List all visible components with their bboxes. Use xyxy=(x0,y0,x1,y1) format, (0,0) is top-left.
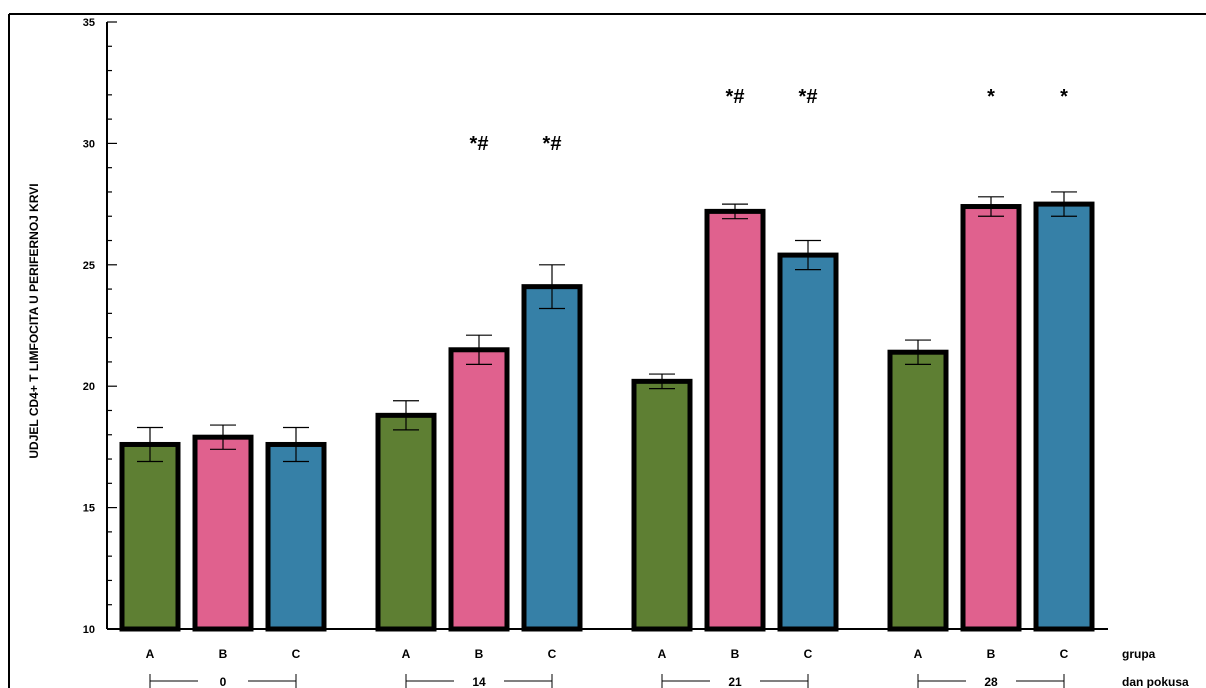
group-row-label: dan pokusa xyxy=(1122,675,1189,688)
category-label: A xyxy=(914,647,923,661)
bar xyxy=(521,284,583,632)
bar xyxy=(887,349,949,632)
category-label: C xyxy=(548,647,557,661)
bar xyxy=(265,441,327,632)
significance-marker: *# xyxy=(470,133,489,155)
category-label: C xyxy=(292,647,301,661)
bar xyxy=(704,208,766,632)
bar xyxy=(960,204,1022,632)
significance-marker: * xyxy=(987,86,995,108)
y-axis-label: UDJEL CD4+ T LIMFOCITA U PERIFERNOJ KRVI xyxy=(27,183,41,458)
bar xyxy=(777,252,839,632)
category-label: B xyxy=(731,647,740,661)
group-label: 28 xyxy=(984,675,998,688)
significance-marker: *# xyxy=(799,86,818,108)
significance-marker: *# xyxy=(726,86,745,108)
y-tick-label: 15 xyxy=(83,503,95,515)
y-tick-label: 25 xyxy=(83,260,95,272)
bar xyxy=(631,378,693,632)
category-label: B xyxy=(987,647,996,661)
y-tick-label: 10 xyxy=(83,624,95,636)
category-label: C xyxy=(1060,647,1069,661)
category-row-label: grupa xyxy=(1122,647,1156,661)
bar xyxy=(448,347,510,632)
category-label: B xyxy=(219,647,228,661)
bar xyxy=(192,434,254,632)
bar xyxy=(119,441,181,632)
category-label: A xyxy=(402,647,411,661)
category-label: C xyxy=(804,647,813,661)
bar xyxy=(375,412,437,632)
category-label: A xyxy=(146,647,155,661)
y-tick-label: 20 xyxy=(83,381,95,393)
y-tick-label: 35 xyxy=(83,17,95,29)
significance-marker: * xyxy=(1060,86,1068,108)
category-label: A xyxy=(658,647,667,661)
y-axis: 10 15 20 25 30 35 xyxy=(83,17,117,636)
group-label: 21 xyxy=(728,675,742,688)
bar xyxy=(1033,201,1095,632)
group-label: 14 xyxy=(472,675,486,688)
y-tick-label: 30 xyxy=(83,138,95,150)
category-label: B xyxy=(475,647,484,661)
x-axis: A B C 0 A B C 14 A B C 21 A B C 28 xyxy=(107,628,1108,688)
group-label: 0 xyxy=(220,675,227,688)
bars: *# *# *# *# * * xyxy=(119,86,1095,632)
significance-marker: *# xyxy=(543,133,562,155)
